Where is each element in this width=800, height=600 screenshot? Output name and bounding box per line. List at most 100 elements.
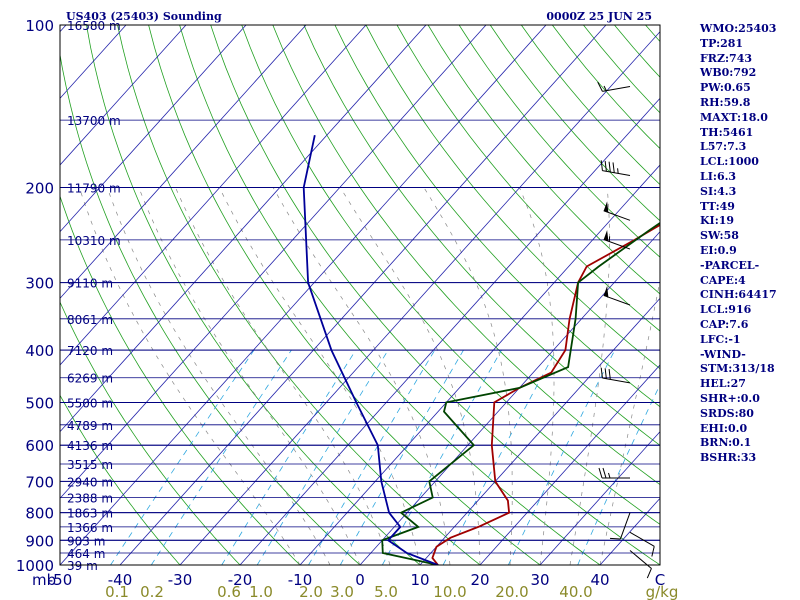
- wind-barb-feather: [604, 160, 607, 172]
- index-item: BRN:0.1: [700, 436, 752, 450]
- height-label: 1863 m: [67, 507, 113, 521]
- wind-barb-feather: [612, 162, 615, 173]
- temperature-tick-label: -50: [48, 571, 73, 589]
- mixing-ratio-tick-label: 0.6: [217, 583, 241, 600]
- height-label: 9110 m: [67, 277, 113, 291]
- height-label: 2940 m: [67, 475, 113, 489]
- height-label: 6269 m: [67, 372, 113, 386]
- index-item: CINH:64417: [700, 288, 777, 302]
- isotherm: [60, 25, 427, 433]
- pressure-tick-label: 600: [25, 437, 54, 455]
- index-item: CAP:7.6: [700, 317, 749, 331]
- isotherm: [60, 25, 487, 499]
- index-item: STM:313/18: [700, 362, 775, 376]
- wind-barb-half-feather: [608, 472, 611, 479]
- pressure-tick-label: 500: [25, 394, 54, 412]
- height-label: 11790 m: [67, 182, 121, 196]
- pressure-tick-label: 300: [25, 275, 54, 293]
- height-label: 39 m: [67, 559, 98, 573]
- wind-barb-feather: [608, 161, 611, 173]
- pressure-tick-label: 100: [25, 17, 54, 35]
- wind-barb-staff: [602, 377, 631, 384]
- index-item: L57:7.3: [700, 140, 747, 154]
- wind-barb-staff: [603, 210, 631, 221]
- height-label: 8061 m: [67, 313, 113, 327]
- mixing-ratio-tick-label: 0.2: [140, 583, 164, 600]
- temperature-tick-label: 20: [470, 571, 489, 589]
- mixing-ratio-tick-label: 0.1: [105, 583, 129, 600]
- isotherm: [359, 231, 660, 565]
- index-item: RH:59.8: [700, 95, 751, 109]
- pressure-tick-label: 700: [25, 473, 54, 491]
- wind-barb-feather: [646, 568, 652, 579]
- mixing-ratio-tick-label: 20.0: [495, 583, 528, 600]
- mixing-ratio-tick-label: 2.0: [299, 583, 323, 600]
- stability-indices-panel: WMO:25403 TP:281 FRZ:743 WB0:792 PW:0.65 RH:5…: [700, 22, 800, 466]
- temperature-tick-label: 30: [530, 571, 549, 589]
- isotherm: [60, 25, 367, 366]
- wind-barb-feather: [604, 368, 607, 379]
- index-item: -WIND-: [700, 347, 746, 361]
- wind-barb-flag: [603, 286, 609, 298]
- height-label: 1366 m: [67, 521, 113, 535]
- station-title: US403 (25403) Sounding: [66, 10, 222, 23]
- wind-barb: [609, 512, 631, 540]
- wind-barb-feather: [602, 467, 607, 479]
- wind-barb: [603, 286, 631, 306]
- height-label: 7120 m: [67, 344, 113, 358]
- wind-barb: [597, 81, 631, 92]
- index-item: HEL:27: [700, 377, 746, 391]
- isotherm: [0, 25, 6, 565]
- wind-barb-staff: [619, 512, 631, 540]
- pressure-tick-label: 400: [25, 342, 54, 360]
- sounding-time: 0000Z 25 JUN 25: [546, 10, 652, 23]
- wind-barb-half-feather: [617, 168, 619, 174]
- isotherm: [60, 25, 307, 299]
- index-item: FRZ:743: [700, 51, 753, 65]
- wind-barb-staff: [602, 170, 631, 177]
- height-label: 3515 m: [67, 458, 113, 472]
- wind-barb-flag: [603, 230, 609, 242]
- wind-barb: [600, 160, 631, 177]
- height-label: 903 m: [67, 534, 105, 548]
- plot-area: [60, 25, 660, 565]
- moist-adiabat: [219, 187, 421, 565]
- wind-barb-half-feather: [603, 85, 607, 91]
- index-item: CAPE:4: [700, 273, 746, 287]
- pressure-tick-label: 1000: [16, 557, 54, 575]
- height-label: 464 m: [67, 547, 105, 561]
- index-item: BSHR:33: [700, 451, 757, 465]
- temperature-tick-label: 0: [355, 571, 365, 589]
- index-item: TP:281: [700, 36, 744, 50]
- mixing-ratio-tick-label: g/kg: [646, 583, 679, 600]
- pressure-unit-label: mb: [32, 571, 56, 589]
- wind-barb-feather: [600, 367, 603, 379]
- isotherm: [419, 297, 660, 565]
- temperature-tick-label: -30: [168, 571, 193, 589]
- wind-barb-flag: [603, 201, 609, 213]
- wind-barb-feather: [609, 537, 621, 540]
- index-item: KI:19: [700, 214, 735, 228]
- isotherm: [539, 431, 660, 565]
- mixing-ratio-tick-label: 5.0: [374, 583, 398, 600]
- index-item: -PARCEL-: [700, 258, 760, 272]
- height-label: 4789 m: [67, 419, 113, 433]
- height-label: 13700 m: [67, 114, 121, 128]
- pressure-tick-label: 200: [25, 180, 54, 198]
- index-item: WMO:25403: [700, 22, 777, 35]
- mixing-ratio-tick-label: 40.0: [559, 583, 592, 600]
- wind-barb-feather: [598, 467, 603, 479]
- wind-barb: [629, 531, 655, 557]
- pressure-tick-label: 900: [25, 532, 54, 550]
- mixing-ratio-tick-label: 3.0: [330, 583, 354, 600]
- wind-barb-feather: [600, 160, 603, 171]
- wind-barb: [603, 230, 631, 250]
- index-item: SW:58: [700, 229, 739, 243]
- index-item: LCL:916: [700, 303, 752, 317]
- height-label: 10310 m: [67, 234, 121, 248]
- wind-barb-staff: [602, 86, 631, 92]
- profile-line-1: [381, 221, 660, 565]
- isotherm: [119, 25, 607, 565]
- moist-adiabat: [423, 187, 513, 565]
